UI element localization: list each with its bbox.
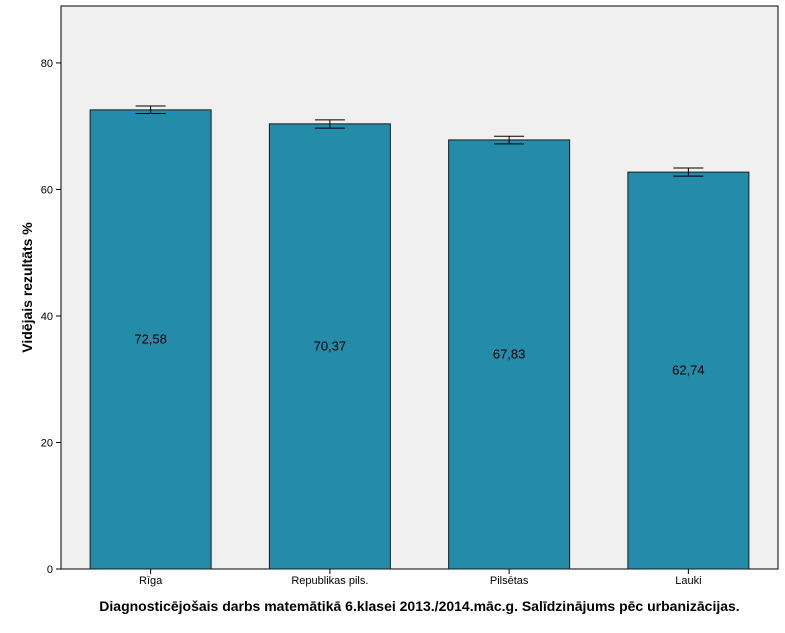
axes: Rīga Republikas pils. Pilsētas Lauki 0 20 40 60… [41,58,702,587]
y-tick-label-0: 0 [47,564,53,576]
bar-3 [627,171,750,570]
bar-value-label-3: 62,74 [672,363,705,378]
bar-0 [89,109,212,570]
y-axis-label: Vidējais rezultāts % [19,222,35,353]
error-bar-2 [494,135,525,145]
x-tick-label-2: Pilsētas [490,575,529,587]
y-tick-label-3: 60 [41,184,53,196]
y-tick-label-2: 40 [41,311,53,323]
x-axis-label: Diagnosticējošais darbs matemātikā 6.kla… [99,598,739,614]
error-bar-3 [673,167,704,177]
error-bar-0 [135,105,166,115]
x-tick-label-1: Republikas pils. [291,575,368,587]
x-tick-label-0: Rīga [139,575,163,587]
bars-layer: 72,58 70,37 67,83 62,74 [89,105,750,570]
y-tick-label-4: 80 [41,58,53,70]
error-bar-1 [314,119,345,129]
bar-2 [448,139,571,570]
x-tick-label-3: Lauki [675,575,701,587]
bar-value-label-1: 70,37 [314,338,347,353]
bar-value-label-2: 67,83 [493,346,526,361]
y-tick-label-1: 20 [41,437,53,449]
bar-1 [268,123,391,570]
bar-value-label-0: 72,58 [134,331,167,346]
